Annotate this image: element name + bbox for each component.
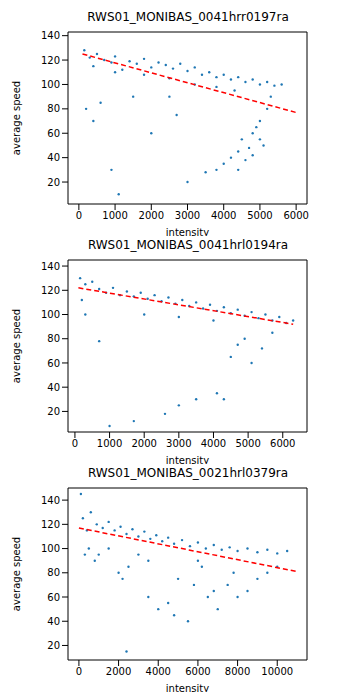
svg-text:4000: 4000 — [201, 438, 226, 449]
svg-text:100: 100 — [41, 543, 60, 554]
svg-text:0: 0 — [76, 210, 82, 221]
html-text:RWS01_MONIBAS_0021hrl0379ra: RWS01_MONIBAS_0021hrl0379ra — [87, 466, 289, 480]
svg-text:3000: 3000 — [166, 438, 191, 449]
svg-text:40: 40 — [47, 152, 60, 163]
svg-text:1000: 1000 — [102, 210, 127, 221]
svg-text:60: 60 — [47, 592, 60, 603]
svg-text:2000: 2000 — [139, 210, 164, 221]
svg-text:3000: 3000 — [175, 210, 200, 221]
svg-text:20: 20 — [47, 640, 60, 651]
svg-text:2000: 2000 — [131, 438, 156, 449]
svg-text:60: 60 — [47, 128, 60, 139]
svg-text:average speed: average speed — [11, 309, 22, 383]
svg-text:6000: 6000 — [270, 438, 295, 449]
svg-text:5000: 5000 — [235, 438, 260, 449]
svg-text:0: 0 — [76, 666, 82, 677]
svg-text:80: 80 — [47, 567, 60, 578]
svg-text:8000: 8000 — [225, 666, 250, 677]
svg-text:60: 60 — [47, 358, 60, 369]
svg-text:average speed: average speed — [11, 81, 22, 155]
svg-text:80: 80 — [47, 333, 60, 344]
svg-text:20: 20 — [47, 177, 60, 188]
svg-text:40: 40 — [47, 616, 60, 627]
svg-text:average speed: average speed — [11, 537, 22, 611]
svg-text:5000: 5000 — [247, 210, 272, 221]
svg-text:20: 20 — [47, 406, 60, 417]
svg-text:4000: 4000 — [211, 210, 236, 221]
svg-text:100: 100 — [41, 309, 60, 320]
svg-text:4000: 4000 — [146, 666, 171, 677]
svg-text:100: 100 — [41, 79, 60, 90]
svg-text:40: 40 — [47, 382, 60, 393]
svg-text:10000: 10000 — [261, 666, 293, 677]
html-text:RWS01_MONIBAS_0041hrr0197ra: RWS01_MONIBAS_0041hrr0197ra — [87, 10, 289, 24]
svg-text:intensity: intensity — [166, 683, 209, 692]
svg-text:2000: 2000 — [106, 666, 131, 677]
svg-text:120: 120 — [41, 55, 60, 66]
svg-text:6000: 6000 — [283, 210, 308, 221]
svg-text:140: 140 — [41, 30, 60, 41]
html-text:RWS01_MONIBAS_0041hrl0194ra: RWS01_MONIBAS_0041hrl0194ra — [87, 238, 289, 252]
svg-text:80: 80 — [47, 103, 60, 114]
svg-text:6000: 6000 — [185, 666, 210, 677]
svg-text:1000: 1000 — [97, 438, 122, 449]
svg-text:140: 140 — [41, 495, 60, 506]
svg-text:140: 140 — [41, 261, 60, 272]
svg-text:intensity: intensity — [166, 227, 209, 236]
svg-text:0: 0 — [72, 438, 78, 449]
svg-text:120: 120 — [41, 285, 60, 296]
svg-text:120: 120 — [41, 519, 60, 530]
svg-text:intensity: intensity — [166, 455, 209, 464]
